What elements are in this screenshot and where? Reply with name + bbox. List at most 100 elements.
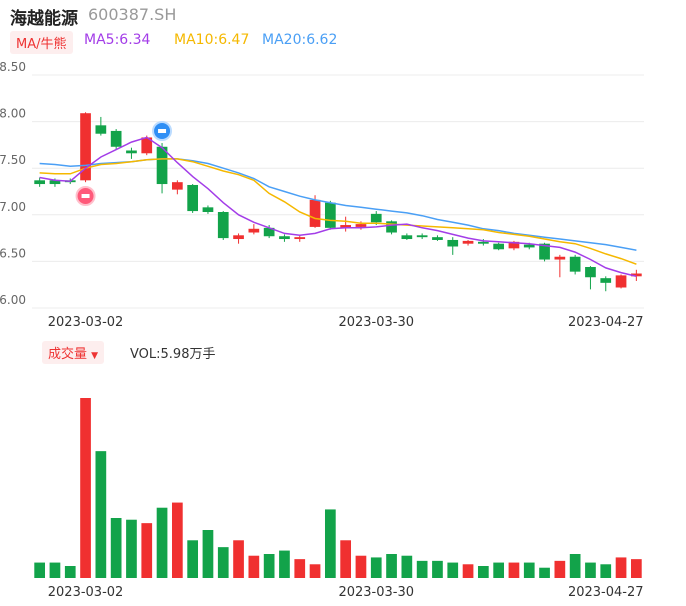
volume-bar [554,560,566,578]
candle-body [309,199,321,227]
volume-bar [493,562,505,578]
ma20-value: MA20:6.62 [262,32,338,48]
volume-bar [432,560,443,578]
candle-body [248,228,260,233]
candle-body [630,273,642,277]
candle-body [585,266,596,278]
volume-bar [630,559,642,578]
candle-body [432,237,443,240]
candle-body [539,243,550,260]
volume-bar [80,398,91,578]
candle-body [217,212,229,239]
candle-body [263,227,275,237]
candle-body [416,235,428,238]
candle-body [156,146,168,185]
candle-body [401,235,413,240]
ma5-value: MA5:6.34 [84,32,151,48]
volume-bar [64,566,76,578]
candle-body [569,256,581,272]
volume-bar [370,557,382,578]
y-tick-label: 8.00 [0,107,26,121]
volume-bar [110,518,122,578]
candle-body [171,182,183,190]
candle-body [523,244,535,248]
volume-bar [355,555,367,578]
volume-bar [477,566,489,578]
x-date-label: 2023-03-30 [338,315,414,330]
ma20-line [39,158,637,251]
x-date-label: 2023-04-27 [568,585,644,600]
y-tick-label: 7.00 [0,200,26,214]
volume-bar [340,540,352,578]
candle-body [447,239,459,247]
volume-bar [309,564,321,578]
volume-bar [156,507,168,578]
candle-body [49,180,61,185]
volume-bar [49,562,61,578]
volume-tag-label: 成交量 [48,347,88,362]
volume-bar [539,567,550,578]
candle-body [386,221,397,233]
volume-bar [141,523,153,578]
volume-bar [523,562,535,578]
volume-bar [126,519,137,578]
candle-body [126,150,137,154]
volume-bar [585,562,596,578]
candle-body [110,130,122,147]
candle-body [554,256,566,260]
buy-signal-glyph [81,194,90,198]
ma10-value: MA10:6.47 [174,32,250,48]
volume-bar [386,554,397,578]
volume-bar [401,555,413,578]
x-date-label: 2023-03-30 [338,585,414,600]
volume-bar [600,564,612,578]
candle-body [279,236,290,240]
volume-bar [171,502,183,578]
volume-indicator-tag[interactable]: 成交量 ▼ [42,341,105,364]
volume-value: VOL:5.98万手 [130,347,216,362]
x-date-label: 2023-04-27 [568,315,644,330]
stock-code: 600387.SH [88,5,177,24]
y-tick-label: 6.50 [0,246,26,260]
stock-name: 海越能源 [10,9,78,29]
candle-body [615,275,627,288]
candle-body [600,278,612,283]
volume-bar [615,557,627,578]
volume-bar [248,555,260,578]
candle-body [340,225,352,228]
volume-bar [462,564,474,578]
volume-bar [263,554,275,578]
candle-body [34,180,46,185]
candle-body [294,237,306,240]
volume-bar [416,560,428,578]
candle-body [95,125,107,134]
volume-bar [187,540,199,578]
candle-body [187,184,199,212]
volume-bar [569,554,581,578]
volume-bar [279,550,290,578]
y-tick-label: 6.00 [0,293,26,307]
candle-body [370,213,382,223]
candle-body [462,240,474,244]
y-tick-label: 7.50 [0,153,26,167]
volume-bar [34,562,46,578]
candle-body [355,224,367,227]
candle-body [477,241,489,244]
volume-bar [447,562,459,578]
volume-bar [202,530,214,578]
ma5-line [39,136,637,278]
candle-body [202,207,214,213]
volume-bar [508,562,520,578]
y-tick-label: 8.50 [0,60,26,74]
volume-bar [95,451,107,578]
candle-body [324,202,336,228]
x-date-label: 2023-03-02 [48,585,124,600]
ma-indicator-tag[interactable]: MA/牛熊 [10,31,73,54]
sell-signal-glyph [158,129,167,133]
ma10-line [39,158,637,265]
candle-body [233,235,244,240]
volume-bar [217,547,229,578]
x-date-label: 2023-03-02 [48,315,124,330]
candle-body [141,137,153,154]
